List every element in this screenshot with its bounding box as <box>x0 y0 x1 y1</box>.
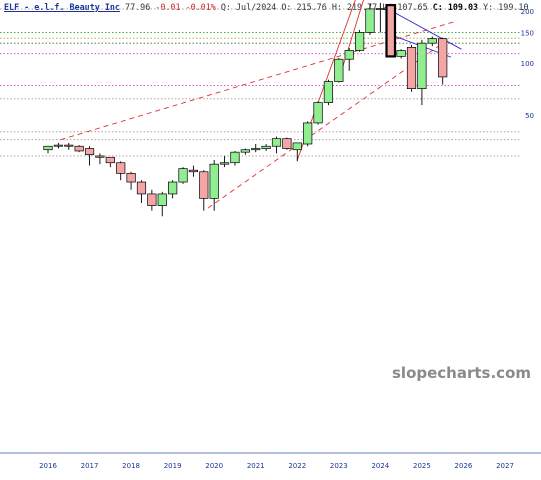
dashed-trendline <box>207 45 439 209</box>
x-tick-label: 2021 <box>247 462 265 470</box>
x-tick-label: 2024 <box>371 462 389 470</box>
candle-down <box>84 148 95 156</box>
candle-up <box>230 151 240 164</box>
candle-down <box>74 145 84 152</box>
candle-up <box>417 42 427 89</box>
candle-down <box>188 169 199 173</box>
x-tick-label: 2027 <box>496 462 514 470</box>
candle-up <box>323 81 334 103</box>
price-change: -0.01 -0.01% <box>155 2 216 12</box>
x-tick-label: 2023 <box>330 462 348 470</box>
y-tick-label: 100 <box>521 60 534 68</box>
candle-up <box>292 142 302 151</box>
x-tick-label: 2019 <box>164 462 182 470</box>
candle-up <box>354 32 365 51</box>
quarter-label: Q: Jul/2024 <box>220 2 277 12</box>
y-value: Y: 199.10 <box>483 2 529 12</box>
high-value: H: 219.77 <box>331 2 378 12</box>
candle-down <box>64 144 74 147</box>
ticker-symbol[interactable]: ELF - e.l.f. Beauty Inc <box>4 2 120 12</box>
candle-up <box>219 162 230 165</box>
candle-down <box>406 46 417 89</box>
y-tick-label: 50 <box>525 112 534 120</box>
last-price: 77.96 <box>125 2 151 12</box>
open-value: O: 215.76 <box>281 2 327 12</box>
candle-up <box>157 193 167 206</box>
y-tick-label: 200 <box>521 8 534 16</box>
candle-up <box>43 145 53 151</box>
x-tick-label: 2022 <box>288 462 306 470</box>
candle-down <box>105 156 115 164</box>
close-label: C: <box>432 2 443 12</box>
candle-down <box>385 3 397 58</box>
low-value: L: 107.65 <box>382 2 428 12</box>
x-tick-label: 2025 <box>413 462 431 470</box>
trendline <box>384 6 462 50</box>
candle-up <box>251 148 261 151</box>
candle-up <box>240 149 250 153</box>
candle-up <box>313 102 323 124</box>
x-tick-label: 2017 <box>81 462 99 470</box>
candle-down <box>126 173 136 183</box>
candle-down <box>95 155 105 158</box>
candle-down <box>438 38 448 78</box>
candle-up <box>365 8 375 33</box>
x-tick-label: 2020 <box>205 462 223 470</box>
candle-down <box>199 171 209 199</box>
dashed-trendline <box>60 20 458 141</box>
candle-up <box>375 8 385 10</box>
x-tick-label: 2016 <box>39 462 57 470</box>
x-tick-label: 2018 <box>122 462 140 470</box>
candle-up <box>168 181 178 195</box>
candle-up <box>427 38 437 44</box>
candle-up <box>209 163 219 199</box>
candle-up <box>53 144 63 147</box>
candle-down <box>116 162 126 174</box>
candle-down <box>136 181 147 195</box>
candle-up <box>344 50 354 60</box>
candle-up <box>396 50 406 57</box>
candle-down <box>282 138 292 149</box>
candle-up <box>178 168 188 183</box>
candle-up <box>271 138 282 147</box>
candle-up <box>261 145 271 149</box>
candle-up <box>303 122 313 145</box>
chart-header: ELF - e.l.f. Beauty Inc 77.96 -0.01 -0.0… <box>4 2 529 12</box>
x-tick-label: 2026 <box>455 462 473 470</box>
watermark: slopecharts.com <box>392 364 531 382</box>
close-value: 109.03 <box>447 2 479 12</box>
candle-up <box>334 58 344 82</box>
candle-down <box>147 193 157 206</box>
y-tick-label: 150 <box>521 29 534 37</box>
